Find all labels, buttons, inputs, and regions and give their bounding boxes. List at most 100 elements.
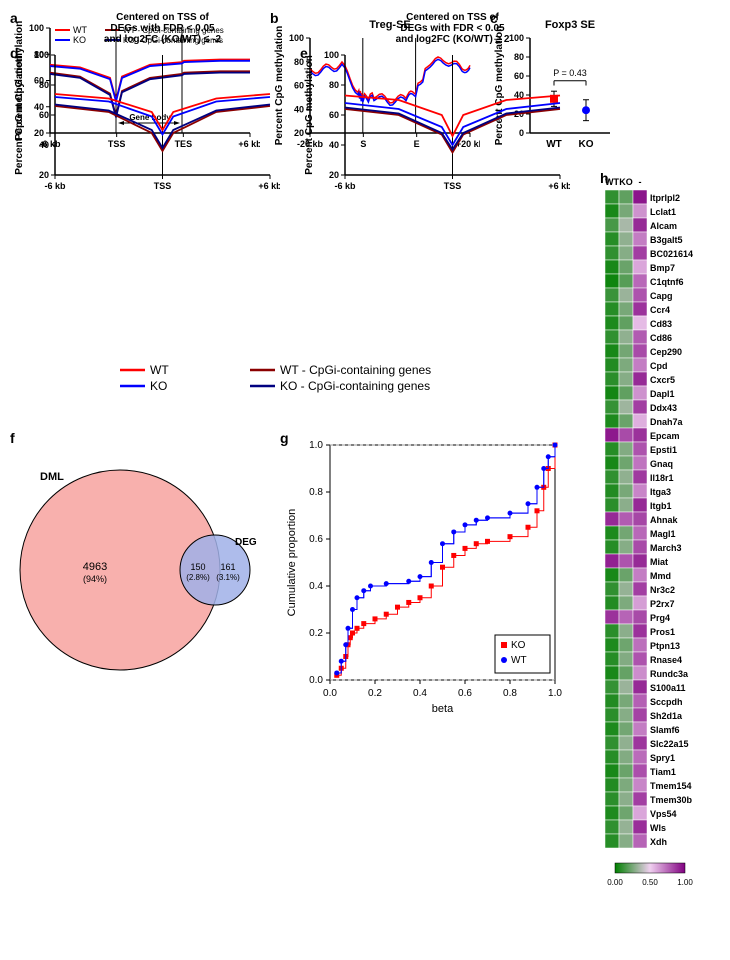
svg-text:KO - CpGi-containing genes: KO - CpGi-containing genes (280, 379, 430, 393)
svg-text:KO: KO (579, 139, 594, 150)
panel-d: d Centered on TSS ofDEGs with FDR < 0.05… (10, 10, 280, 200)
svg-text:Dnah7a: Dnah7a (650, 417, 684, 427)
svg-text:Percent CpG methylation: Percent CpG methylation (14, 55, 25, 174)
panel-e: e Centered on TSS ofDEGs with FDR < 0.05… (300, 10, 570, 200)
panel-e-label: e (300, 45, 308, 61)
svg-text:0.50: 0.50 (642, 878, 658, 887)
svg-text:+6 kb: +6 kb (258, 181, 280, 191)
svg-text:Ptpn13: Ptpn13 (650, 641, 680, 651)
svg-text:Wls: Wls (650, 823, 666, 833)
svg-text:Spry1: Spry1 (650, 753, 675, 763)
panel-g: g 0.00.20.40.60.81.00.00.20.40.60.81.0KO… (280, 430, 570, 720)
svg-text:Slamf6: Slamf6 (650, 725, 680, 735)
svg-text:Tmem30b: Tmem30b (650, 795, 693, 805)
svg-text:(94%): (94%) (83, 574, 107, 584)
svg-text:Il18r1: Il18r1 (650, 473, 674, 483)
svg-text:KO: KO (150, 379, 167, 393)
svg-text:Ahnak: Ahnak (650, 515, 679, 525)
svg-text:Prg4: Prg4 (650, 613, 670, 623)
shared-legend: WT KO WT - CpGi-containing genes KO - CpGi-… (110, 360, 530, 400)
svg-text:4963: 4963 (83, 561, 107, 573)
svg-text:BC021614: BC021614 (650, 249, 693, 259)
svg-text:B3galt5: B3galt5 (650, 235, 683, 245)
svg-text:80: 80 (39, 80, 49, 90)
svg-text:0.0: 0.0 (309, 675, 323, 686)
svg-text:0.6: 0.6 (309, 534, 323, 545)
svg-text:0.2: 0.2 (368, 688, 382, 699)
svg-text:Percent CpG methylation: Percent CpG methylation (304, 55, 315, 174)
svg-text:0.00: 0.00 (607, 878, 623, 887)
svg-text:40: 40 (39, 140, 49, 150)
svg-text:0.0: 0.0 (323, 688, 337, 699)
svg-text:0.6: 0.6 (458, 688, 472, 699)
svg-text:100: 100 (34, 50, 49, 60)
panel-g-label: g (280, 430, 289, 446)
svg-text:Itprlpl2: Itprlpl2 (650, 193, 680, 203)
svg-text:Epcam: Epcam (650, 431, 680, 441)
svg-text:Cpd: Cpd (650, 361, 668, 371)
svg-text:TSS: TSS (154, 181, 172, 191)
svg-text:Miat: Miat (650, 557, 668, 567)
svg-text:beta: beta (432, 703, 454, 715)
svg-text:Tmem154: Tmem154 (650, 781, 692, 791)
svg-text:Vps54: Vps54 (650, 809, 677, 819)
svg-text:Cep290: Cep290 (650, 347, 682, 357)
svg-text:1.0: 1.0 (548, 688, 562, 699)
svg-text:20: 20 (329, 170, 339, 180)
svg-text:Xdh: Xdh (650, 837, 667, 847)
svg-text:100: 100 (324, 50, 339, 60)
svg-text:Capg: Capg (650, 291, 673, 301)
svg-text:Rundc3a: Rundc3a (650, 669, 689, 679)
svg-text:150: 150 (190, 562, 205, 572)
svg-text:0.8: 0.8 (503, 688, 517, 699)
svg-text:Itga3: Itga3 (650, 487, 671, 497)
svg-text:Tiam1: Tiam1 (650, 767, 676, 777)
panel-d-label: d (10, 45, 19, 61)
svg-text:0.4: 0.4 (413, 688, 427, 699)
svg-text:Cumulative proportion: Cumulative proportion (286, 509, 298, 617)
svg-text:40: 40 (329, 140, 339, 150)
svg-text:DEG: DEG (235, 537, 257, 548)
svg-text:WT: WT (511, 655, 527, 666)
svg-text:-: - (639, 177, 642, 187)
svg-text:1.0: 1.0 (309, 440, 323, 451)
svg-text:Bmp7: Bmp7 (650, 263, 675, 273)
svg-text:Alcam: Alcam (650, 221, 677, 231)
svg-text:1.00: 1.00 (677, 878, 693, 887)
panel-f: f DML4963(94%)150(2.8%)DEG161(3.1%) (10, 430, 270, 690)
panel-h-label: h (600, 170, 609, 186)
svg-text:-6 kb: -6 kb (44, 181, 66, 191)
svg-text:Ccr4: Ccr4 (650, 305, 670, 315)
svg-text:(2.8%): (2.8%) (186, 573, 210, 582)
svg-text:DML: DML (40, 471, 64, 483)
svg-text:WT: WT (150, 363, 169, 377)
svg-text:Lclat1: Lclat1 (650, 207, 676, 217)
svg-text:60: 60 (329, 110, 339, 120)
svg-text:and log2FC (KO/WT) ≤ -2: and log2FC (KO/WT) ≤ -2 (104, 34, 222, 45)
panel-f-label: f (10, 430, 15, 446)
svg-text:P2rx7: P2rx7 (650, 599, 675, 609)
svg-text:Magl1: Magl1 (650, 529, 676, 539)
svg-text:C1qtnf6: C1qtnf6 (650, 277, 684, 287)
svg-text:Nr3c2: Nr3c2 (650, 585, 675, 595)
svg-text:DEGs with FDR < 0.05: DEGs with FDR < 0.05 (400, 23, 505, 34)
svg-text:Centered on TSS of: Centered on TSS of (406, 12, 499, 23)
svg-text:Cd86: Cd86 (650, 333, 672, 343)
svg-text:WT - CpGi-containing genes: WT - CpGi-containing genes (280, 363, 431, 377)
svg-text:Cd83: Cd83 (650, 319, 672, 329)
svg-text:Slc22a15: Slc22a15 (650, 739, 689, 749)
svg-text:Sccpdh: Sccpdh (650, 697, 683, 707)
svg-text:Cxcr5: Cxcr5 (650, 375, 675, 385)
svg-text:20: 20 (39, 170, 49, 180)
svg-text:Sh2d1a: Sh2d1a (650, 711, 683, 721)
svg-text:DEGs with FDR < 0.05: DEGs with FDR < 0.05 (110, 23, 215, 34)
svg-text:S100a11: S100a11 (650, 683, 686, 693)
svg-text:(3.1%): (3.1%) (216, 573, 240, 582)
svg-text:March3: March3 (650, 543, 682, 553)
svg-text:and log2FC (KO/WT) ≥ 2: and log2FC (KO/WT) ≥ 2 (396, 34, 510, 45)
svg-text:Pros1: Pros1 (650, 627, 675, 637)
svg-text:Rnase4: Rnase4 (650, 655, 682, 665)
figure-container: a 20406080100-6 kbTSSTES+6 kbPercent CpG… (10, 10, 720, 950)
svg-text:0.2: 0.2 (309, 628, 323, 639)
svg-text:Ddx43: Ddx43 (650, 403, 677, 413)
